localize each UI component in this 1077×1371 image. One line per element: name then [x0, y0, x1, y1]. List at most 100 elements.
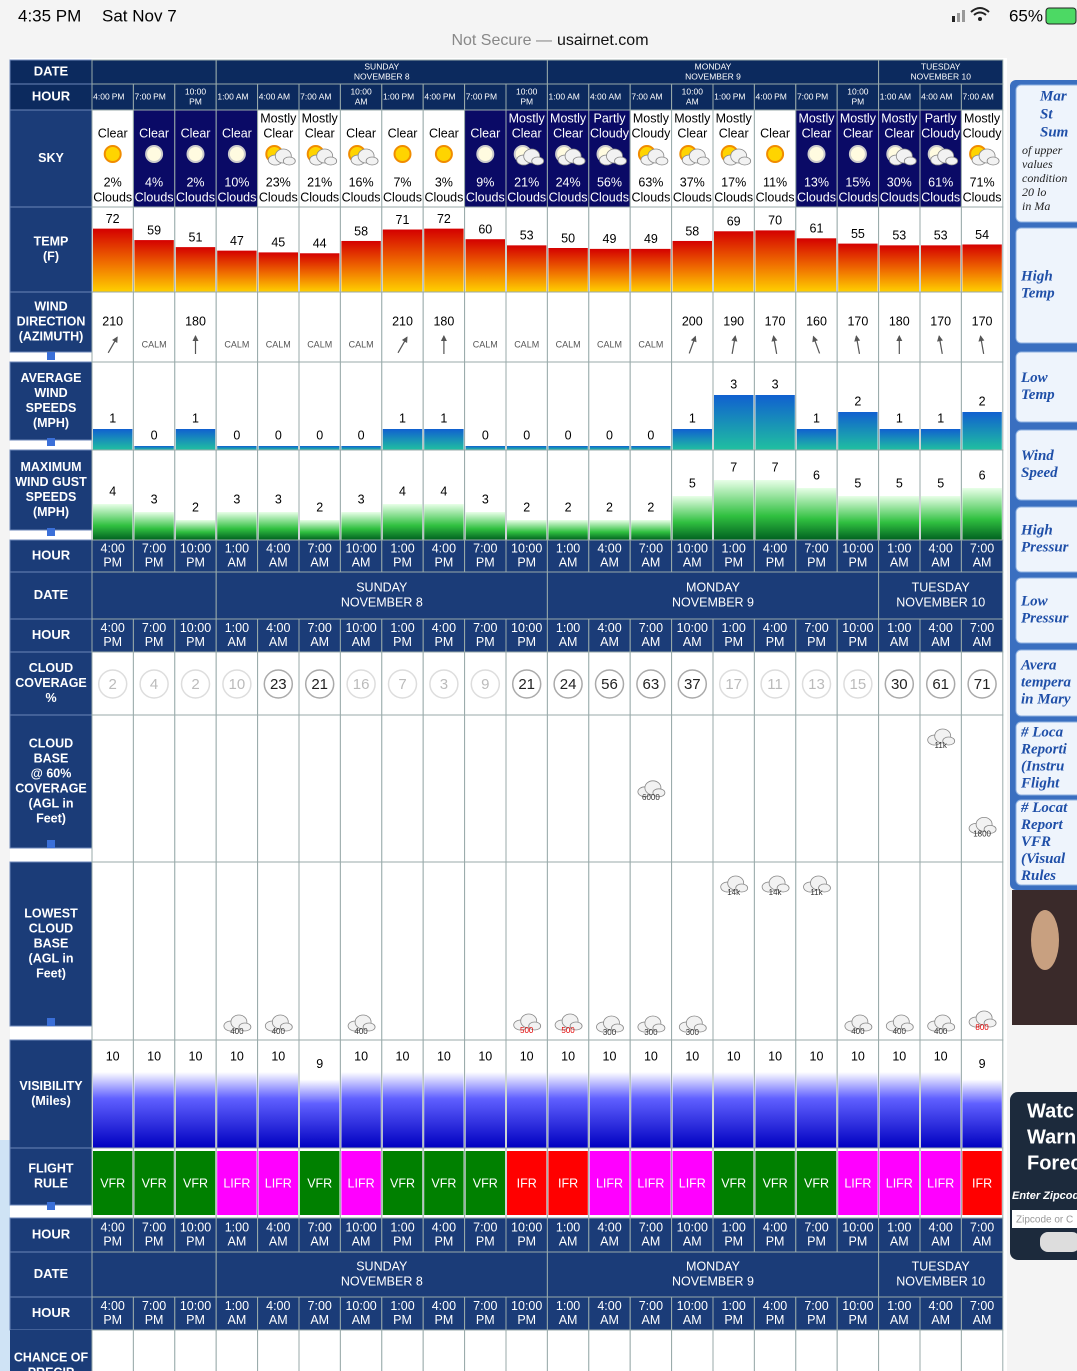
sky-condition: Partly [925, 111, 958, 125]
wind_gust-bar [879, 496, 919, 540]
cell [795, 1296, 838, 1331]
sky-clouds: Clouds [300, 190, 339, 204]
sky-cloud [516, 148, 545, 166]
wind_gust-value: 3 [358, 492, 365, 506]
row-label-cell [9, 1039, 93, 1149]
sky-condition: Clear [139, 126, 169, 140]
cell [215, 1296, 259, 1331]
sidebar-link: Wind [1021, 448, 1054, 464]
wind_gust-bar [175, 520, 216, 540]
cell [215, 1217, 259, 1253]
hour-label: AM [973, 635, 992, 649]
zip-button[interactable] [1040, 1232, 1077, 1252]
sidebar-link-box[interactable] [1015, 721, 1077, 796]
row-label: DATE [34, 63, 69, 78]
sidebar-link-box[interactable] [1015, 227, 1077, 344]
hour-label: 10:00 [185, 86, 207, 96]
cloud-base-value: 300 [644, 1028, 658, 1037]
flight-rule: VFR [390, 1176, 415, 1190]
cell [339, 618, 383, 653]
hour-label: PM [393, 1313, 412, 1327]
date-day: SUNDAY [364, 61, 399, 71]
cell [878, 618, 921, 653]
sky-condition: Clear [388, 126, 418, 140]
hour-label: 7:00 [797, 91, 814, 101]
hour-label: PM [145, 635, 164, 649]
sidebar-link-box[interactable] [1015, 351, 1077, 423]
coverage-circle [801, 669, 832, 699]
cell [836, 1296, 880, 1331]
date-date: NOVEMBER 8 [354, 71, 410, 81]
hour-label: AM [310, 1313, 329, 1327]
sidebar-link-box[interactable] [1015, 649, 1077, 717]
sky-condition: Clear [760, 126, 790, 140]
sky-condition: Clear [222, 126, 252, 140]
sidebar-link: Report [1020, 817, 1064, 833]
date-day: MONDAY [695, 61, 732, 71]
hour-label: 10:00 [842, 541, 873, 555]
sky-condition: Clear [470, 126, 500, 140]
sidebar-link-box[interactable] [1015, 577, 1077, 644]
hour-label: PM [849, 635, 868, 649]
row-label-cell [9, 1296, 93, 1331]
hour-label: 4:00 [259, 91, 276, 101]
hour-label: 7:00 [466, 91, 483, 101]
hour-label: 4:00 [597, 541, 621, 555]
cell [671, 861, 714, 1041]
hour-label: 7:00 [639, 1299, 663, 1313]
flight-rule-cell [93, 1151, 133, 1215]
arrow-head [401, 336, 408, 344]
cell [422, 1329, 466, 1371]
hour-label: 4:00 [101, 1220, 125, 1234]
cell [671, 539, 714, 573]
cloud-base-icon [761, 875, 790, 893]
hour-label: 1:00 [722, 1220, 746, 1234]
date-cell [546, 59, 880, 85]
coverage-circle [470, 669, 501, 699]
cloud-puff [652, 1023, 666, 1033]
cloud-base-icon [637, 780, 666, 798]
hour-label: 10:00 [677, 541, 708, 555]
sky-condition: Clear [677, 126, 707, 140]
date-day: MONDAY [686, 580, 741, 594]
coverage-value: 21 [311, 676, 328, 693]
sky-cover: 4% [145, 175, 163, 189]
sky-clouds: Clouds [921, 190, 960, 204]
row-label: CLOUD [29, 661, 73, 675]
hour-label: AM [981, 91, 994, 101]
sidebar-link-box[interactable] [1015, 84, 1077, 223]
hour-label: AM [931, 1234, 950, 1248]
hour-label: PM [517, 1313, 536, 1327]
arrow-head [440, 335, 447, 341]
cloud-base-icon [637, 1015, 666, 1033]
cell [257, 618, 300, 653]
cloud-base-value: 14k [727, 888, 741, 897]
cell [878, 1329, 921, 1371]
cloud-puff [324, 156, 338, 166]
hour-label: PM [393, 635, 412, 649]
cell [505, 83, 548, 111]
coverage-value: 37 [684, 676, 701, 693]
hour-label: 7:00 [804, 1220, 828, 1234]
sky-condition: Cloudy [590, 126, 630, 140]
row-label: SPEEDS [26, 490, 77, 504]
zip-input[interactable] [1012, 1210, 1077, 1228]
sky-clouds: Clouds [466, 190, 505, 204]
hour-label: AM [228, 1234, 247, 1248]
temp-bar [217, 250, 257, 292]
cloud-puff [942, 1022, 956, 1032]
hour-label: 1:00 [217, 91, 234, 101]
wind-calm: CALM [473, 339, 498, 349]
sidebar-link-box[interactable] [1015, 506, 1077, 573]
flight-rule: LIFR [265, 1176, 292, 1190]
sky-clouds: Clouds [590, 190, 629, 204]
hour-label: 4:00 [101, 621, 125, 635]
cell [546, 618, 590, 653]
address-bar[interactable]: Not Secure — usairnet.com [451, 32, 648, 49]
hour-label: 7:00 [300, 91, 317, 101]
hour-label: 7:00 [963, 91, 980, 101]
sidebar-link-box[interactable] [1015, 429, 1077, 501]
hour-label: 10:00 [350, 86, 372, 96]
flight-rule-cell [217, 1151, 257, 1215]
sidebar-link-box[interactable] [1015, 799, 1077, 886]
